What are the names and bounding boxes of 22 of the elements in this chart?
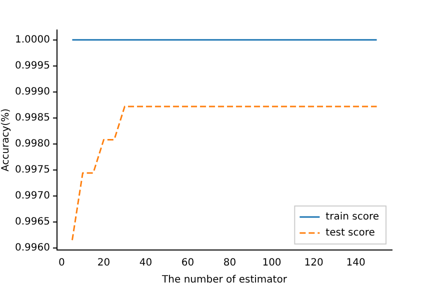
y-axis-title: Accuracy(%) (0, 108, 12, 172)
x-tick-label: 120 (304, 258, 324, 269)
x-tick-label: 0 (58, 258, 65, 269)
x-axis-title: The number of estimator (161, 274, 288, 286)
y-tick-label: 1.0000 (14, 34, 50, 46)
x-tick-label: 40 (139, 258, 152, 269)
line-series (71, 106, 378, 241)
y-tick-label: 0.9990 (14, 86, 50, 98)
x-tick-label: 20 (97, 258, 110, 269)
x-tick-label: 140 (346, 258, 366, 269)
x-tick-label: 100 (262, 258, 282, 269)
y-tick-label: 0.9980 (14, 138, 50, 150)
y-tick-label: 0.9965 (14, 216, 50, 228)
y-tick-label: 0.9995 (14, 60, 50, 72)
legend-label: train score (326, 212, 380, 223)
y-tick-label: 0.9970 (14, 190, 50, 202)
legend-label: test score (326, 228, 375, 239)
y-tick-label: 0.9985 (14, 112, 50, 124)
x-tick-label: 80 (223, 258, 236, 269)
y-tick-label: 0.9960 (14, 242, 50, 254)
x-tick-label: 60 (181, 258, 194, 269)
y-tick-label: 0.9975 (14, 164, 50, 176)
